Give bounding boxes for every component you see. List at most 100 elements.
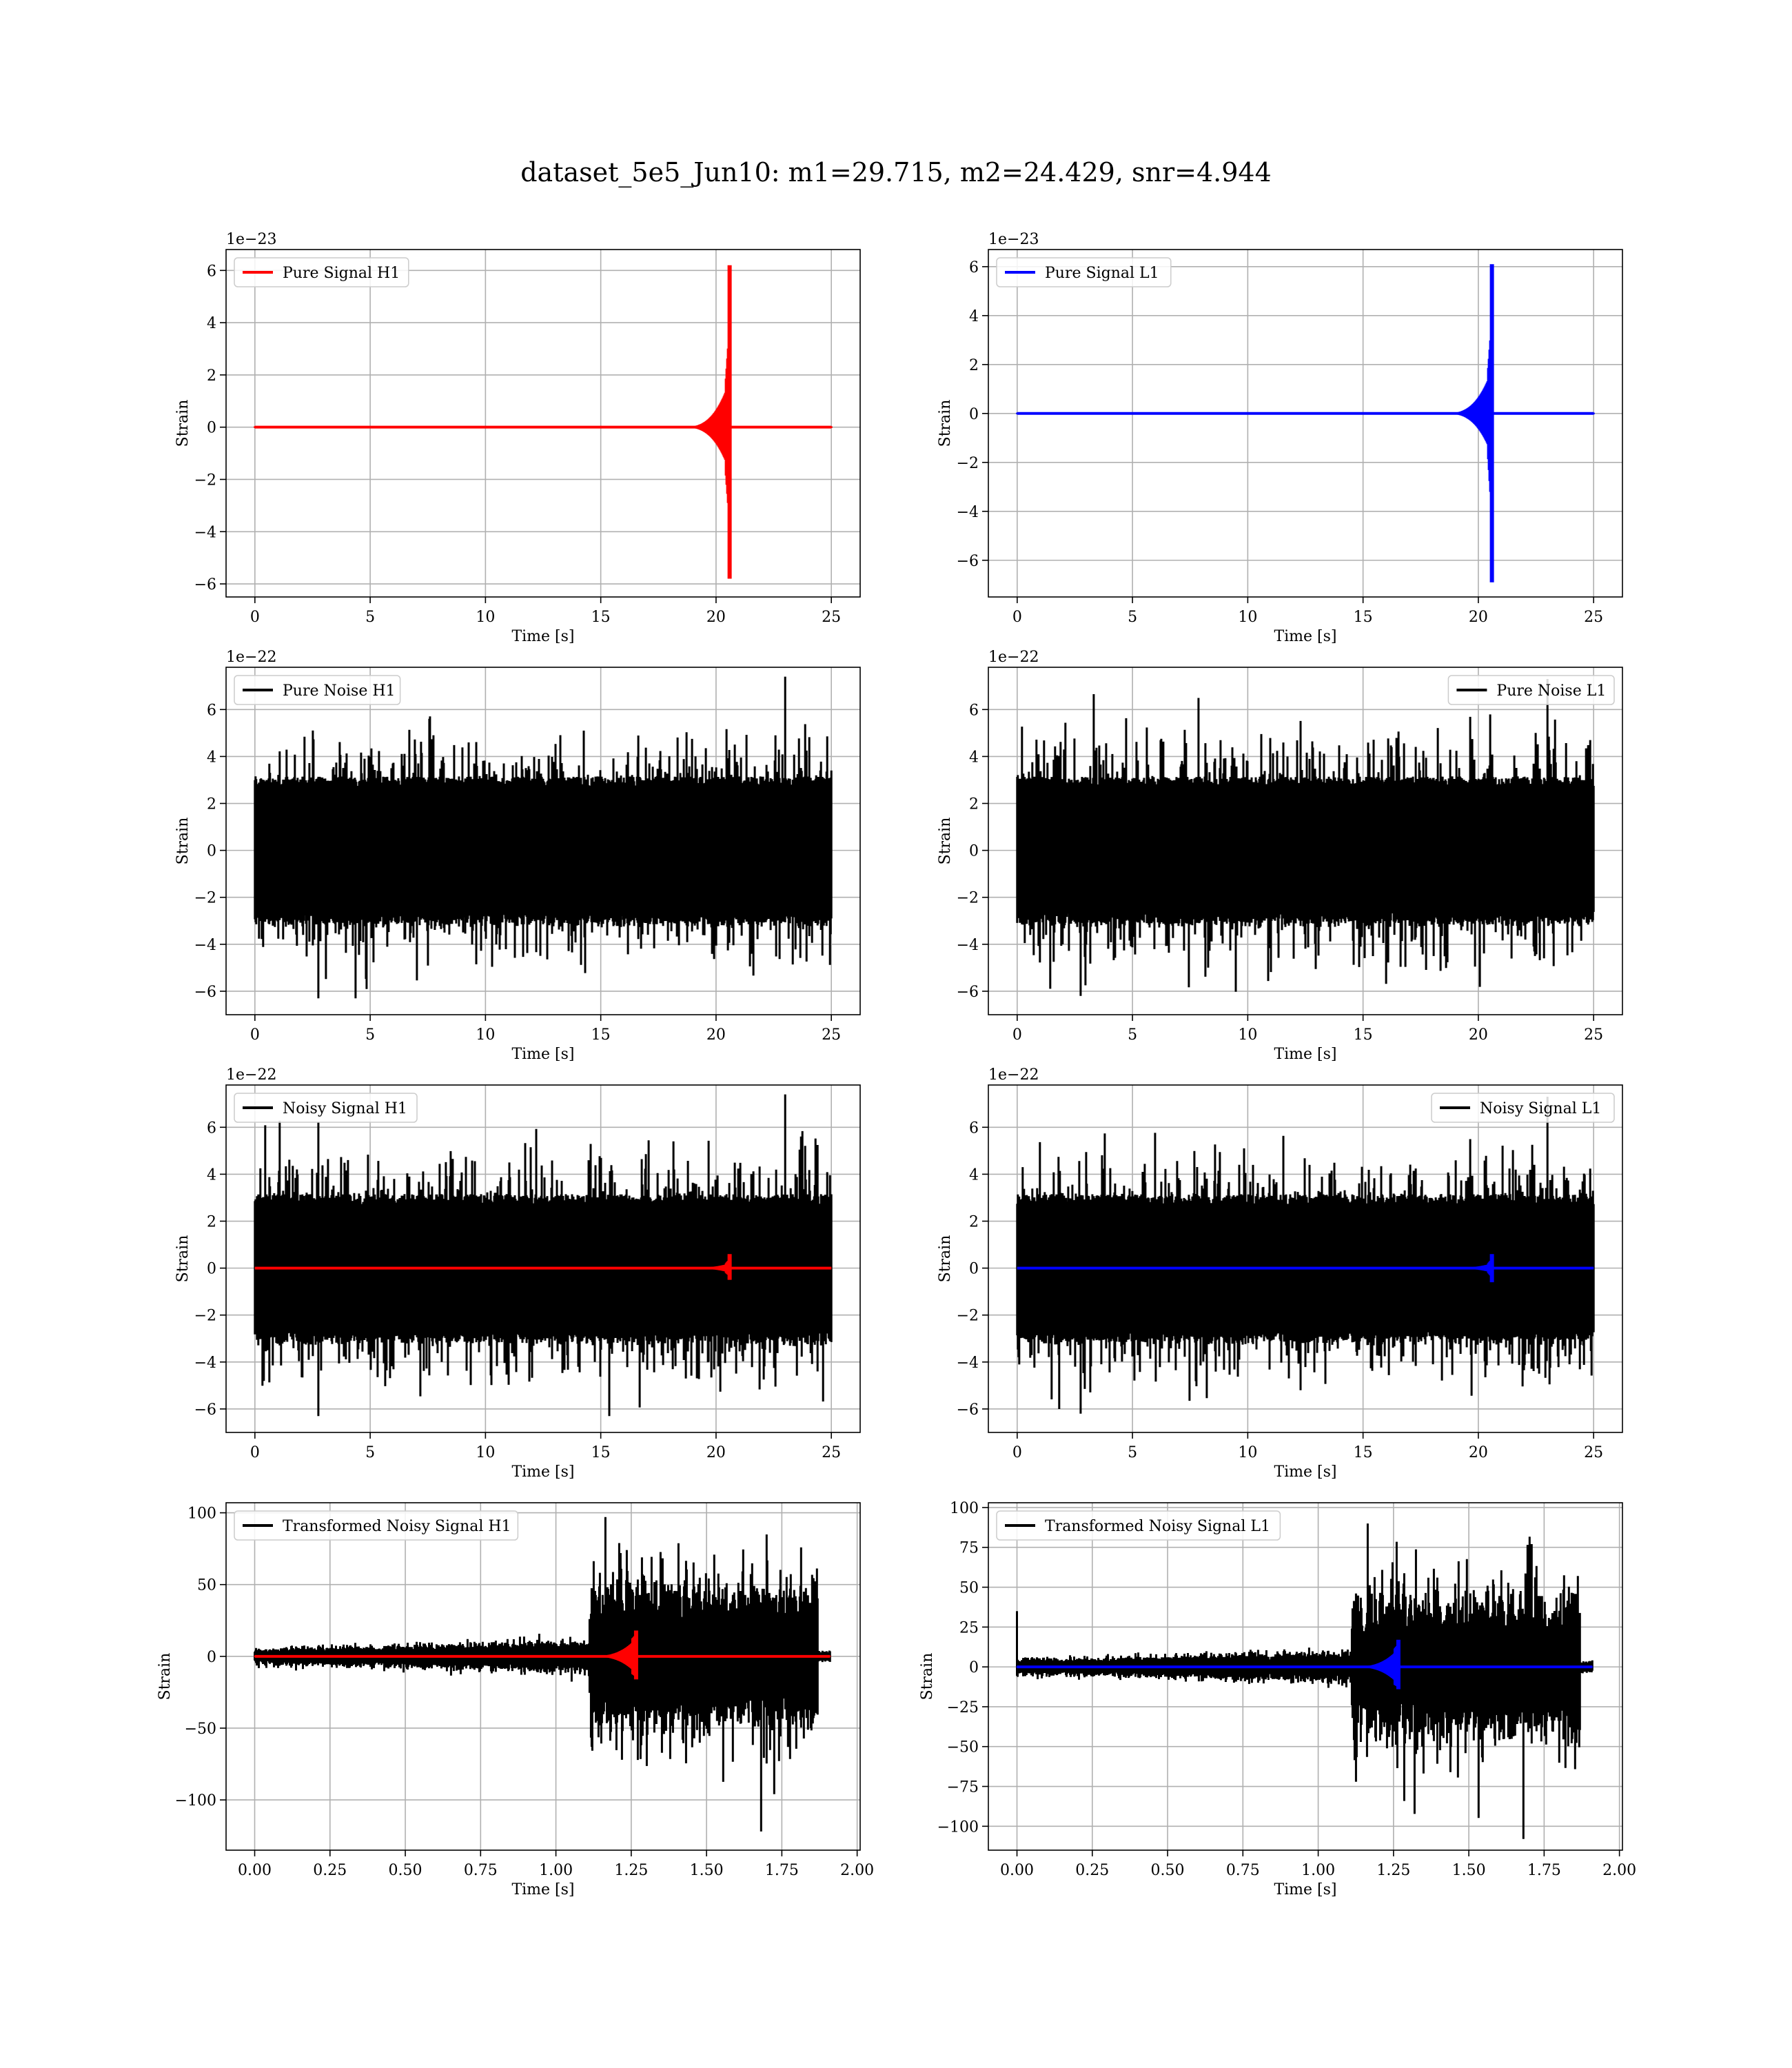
legend-label: Noisy Signal H1 <box>283 1100 407 1117</box>
y-tick-label: −2 <box>194 472 216 489</box>
series-line <box>254 1517 831 1832</box>
axes-frame <box>988 667 1623 1015</box>
y-tick-label: 2 <box>207 796 216 813</box>
y-axis-label: Strain <box>174 400 192 447</box>
y-tick-label: −6 <box>957 553 979 570</box>
y-axis-label: Strain <box>937 400 954 447</box>
y-tick-label: 4 <box>207 315 216 332</box>
x-tick-label: 10 <box>476 1444 495 1461</box>
series-line <box>254 1094 833 1417</box>
y-tick-label: 0 <box>969 843 979 860</box>
legend-box <box>1431 1093 1615 1123</box>
y-tick-label: −50 <box>185 1721 216 1738</box>
legend-label: Pure Signal L1 <box>1045 265 1159 282</box>
x-tick-label: 5 <box>365 609 375 626</box>
y-tick-label: 4 <box>969 308 979 325</box>
series-group <box>1016 264 1595 582</box>
y-tick-label: 6 <box>207 263 216 280</box>
x-tick-label: 10 <box>1238 609 1257 626</box>
y-tick-label: −100 <box>175 1792 216 1810</box>
x-axis-label: Time [s] <box>1274 628 1336 645</box>
legend-box <box>996 1510 1281 1541</box>
x-tick-label: 15 <box>591 609 611 626</box>
y-axis-label: Strain <box>919 1653 936 1701</box>
x-tick-label: 25 <box>1584 1026 1603 1044</box>
y-tick-label: 75 <box>959 1540 979 1557</box>
series-group <box>254 265 833 579</box>
chart-panel: 0 5 10 15 20 25 −6 −4 −2 0 2 4 6 Time [s] Strain 1e−22 P… <box>937 649 1623 1063</box>
x-tick-label: 0 <box>250 1444 260 1461</box>
y-tick-label: −6 <box>194 984 216 1001</box>
x-tick-label: 0 <box>1012 609 1022 626</box>
legend-box <box>234 675 401 705</box>
y-tick-label: 0 <box>969 406 979 423</box>
x-tick-label: 1.75 <box>1527 1862 1561 1879</box>
axes-frame <box>225 667 861 1015</box>
axes-frame <box>225 1084 861 1433</box>
x-tick-label: 2.00 <box>1602 1862 1636 1879</box>
x-tick-label: 0 <box>1012 1026 1022 1044</box>
y-tick-label: −2 <box>194 1308 216 1325</box>
x-tick-label: 0.50 <box>389 1862 422 1879</box>
y-axis-label: Strain <box>937 1235 954 1283</box>
x-tick-label: 5 <box>1128 609 1137 626</box>
x-tick-label: 20 <box>706 1026 726 1044</box>
series-group <box>1016 679 1595 996</box>
x-tick-label: 2.00 <box>840 1862 874 1879</box>
y-tick-label: −4 <box>194 1355 216 1372</box>
x-tick-label: 0 <box>250 609 260 626</box>
y-tick-label: 0 <box>969 1659 979 1676</box>
y-tick-label: 4 <box>969 749 979 766</box>
y-tick-label: −50 <box>947 1739 979 1756</box>
x-tick-label: 5 <box>1128 1026 1137 1044</box>
x-tick-label: 20 <box>1469 1444 1488 1461</box>
series-group <box>254 1094 833 1417</box>
legend-label: Pure Signal H1 <box>283 265 400 282</box>
y-tick-label: 6 <box>207 702 216 719</box>
y-tick-label: 0 <box>969 1261 979 1278</box>
x-axis-label: Time [s] <box>1274 1463 1336 1481</box>
y-tick-label: 2 <box>969 357 979 374</box>
y-tick-label: −100 <box>937 1818 979 1836</box>
axis-offset-text: 1e−23 <box>226 231 276 248</box>
x-tick-label: 15 <box>1354 1444 1373 1461</box>
x-tick-label: 5 <box>365 1026 375 1044</box>
x-tick-label: 1.25 <box>614 1862 648 1879</box>
y-tick-label: −2 <box>194 890 216 907</box>
y-tick-label: −25 <box>947 1699 979 1716</box>
chart-panel: 0 5 10 15 20 25 −6 −4 −2 0 2 4 6 Time [s] Strain 1e−22 N… <box>174 1066 861 1481</box>
y-tick-label: 6 <box>207 1119 216 1137</box>
x-tick-label: 5 <box>1128 1444 1137 1461</box>
axes-frame <box>988 1502 1623 1851</box>
x-axis-label: Time [s] <box>511 1046 574 1063</box>
axes-frame <box>225 1502 861 1851</box>
x-tick-label: 25 <box>1584 609 1603 626</box>
x-tick-label: 1.75 <box>765 1862 799 1879</box>
y-tick-label: 25 <box>959 1619 979 1636</box>
x-tick-label: 0 <box>1012 1444 1022 1461</box>
series-group <box>254 676 833 999</box>
x-tick-label: 20 <box>1469 1026 1488 1044</box>
y-tick-label: 0 <box>207 1261 216 1278</box>
x-tick-label: 1.50 <box>690 1862 724 1879</box>
y-axis-label: Strain <box>174 818 192 865</box>
x-tick-label: 25 <box>1584 1444 1603 1461</box>
x-tick-label: 25 <box>822 609 841 626</box>
x-tick-label: 5 <box>365 1444 375 1461</box>
axis-offset-text: 1e−22 <box>988 649 1039 666</box>
y-tick-label: 0 <box>207 1649 216 1666</box>
x-axis-label: Time [s] <box>1274 1046 1336 1063</box>
chart-panel: 0 5 10 15 20 25 −6 −4 −2 0 2 4 6 Time [s] Strain 1e−22 N… <box>937 1066 1623 1481</box>
series-line <box>1016 679 1595 996</box>
x-axis-label: Time [s] <box>511 1463 574 1481</box>
series-group <box>254 1517 831 1832</box>
x-tick-label: 0.25 <box>1075 1862 1109 1879</box>
series-line <box>1016 1097 1595 1414</box>
y-tick-label: −6 <box>194 576 216 594</box>
x-tick-label: 15 <box>591 1444 611 1461</box>
x-tick-label: 20 <box>706 1444 726 1461</box>
axes-frame <box>988 1084 1623 1433</box>
x-tick-label: 0.50 <box>1151 1862 1185 1879</box>
legend-label: Pure Noise H1 <box>283 682 396 700</box>
x-axis-label: Time [s] <box>1274 1881 1336 1898</box>
